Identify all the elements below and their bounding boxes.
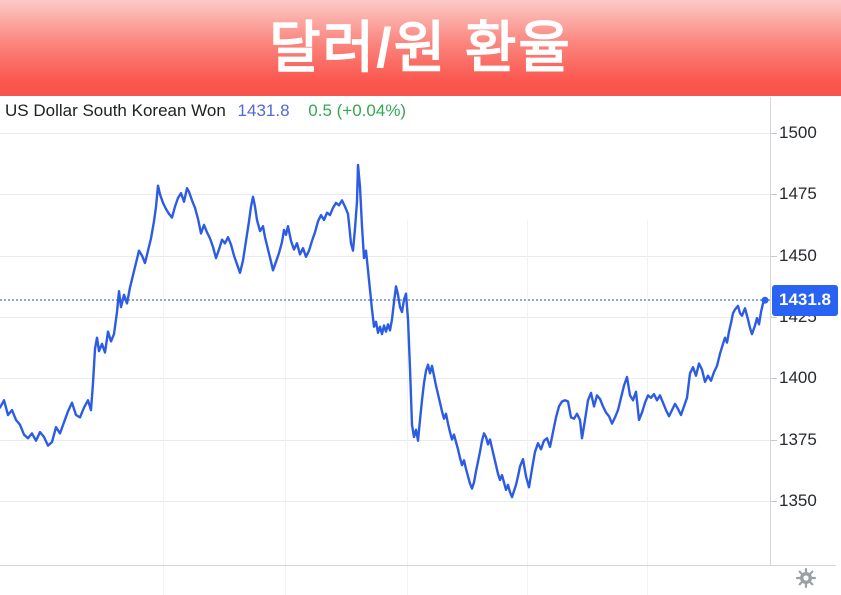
y-axis-tick [770,378,777,380]
gridline-vertical [285,220,286,595]
banner: 달러/원 환율 [0,0,841,96]
banner-title: 달러/원 환율 [269,16,572,79]
gridline-horizontal [0,133,770,134]
y-axis-label: 1475 [779,184,817,204]
gridline-horizontal [0,194,770,196]
y-axis-tick [770,439,777,441]
y-axis-tick [770,316,777,318]
y-axis-label: 1500 [779,123,817,142]
y-axis-tick [770,133,777,134]
y-axis-label: 1450 [779,245,817,265]
gridline-vertical [647,220,648,595]
current-price: 1431.8 [237,101,290,120]
gridline-vertical [527,220,528,595]
y-axis-tick [770,255,777,257]
y-axis-label: 1375 [779,429,817,449]
instrument-title: US Dollar South Korean Won [5,101,226,120]
y-axis-line [770,97,771,565]
chart-header: US Dollar South Korean Won 1431.8 0.5 (+… [5,101,406,121]
gridline-horizontal [0,378,770,380]
y-axis-label: 1350 [779,490,817,510]
gridline-horizontal [0,316,770,318]
price-change: 0.5 (+0.04%) [308,101,407,120]
price-badge: 1431.8 [772,284,838,316]
plot-area[interactable]: 1500147514501425140013751350JanMarMayJul… [0,96,841,595]
x-axis-line [0,565,836,566]
y-axis-label: 1400 [779,368,817,388]
y-axis-tick [770,194,777,196]
y-axis-tick [770,500,777,502]
gridline-vertical [163,220,164,595]
gridline-horizontal [0,500,770,502]
settings-gear-icon[interactable] [795,567,817,589]
gridline-vertical [407,220,408,595]
gridline-horizontal [0,439,770,441]
current-price-dotted-line [0,299,770,302]
gridline-horizontal [0,255,770,257]
